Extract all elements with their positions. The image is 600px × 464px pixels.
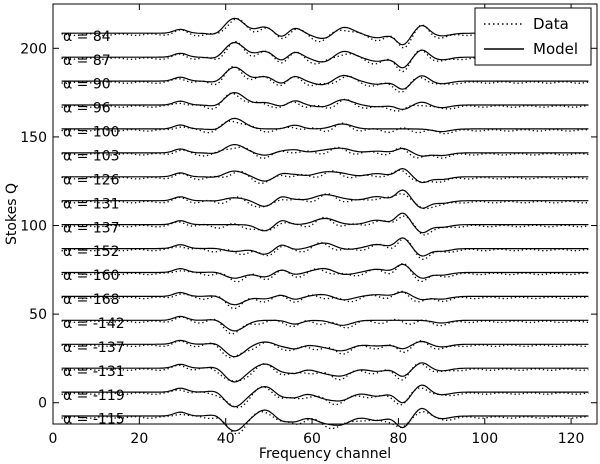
alpha-label: α = 103 bbox=[63, 149, 120, 165]
alpha-label: α = 96 bbox=[63, 101, 111, 117]
data-trace bbox=[61, 290, 589, 310]
y-tick-label: 50 bbox=[29, 307, 47, 323]
model-trace bbox=[61, 212, 589, 234]
legend-box bbox=[474, 7, 592, 66]
traces-layer bbox=[61, 17, 589, 435]
x-tick-label: 0 bbox=[49, 431, 58, 447]
model-trace bbox=[61, 117, 589, 133]
model-trace bbox=[61, 91, 589, 111]
alpha-label: α = 87 bbox=[63, 53, 111, 69]
model-trace bbox=[61, 237, 589, 257]
model-trace bbox=[61, 66, 589, 90]
model-trace bbox=[61, 315, 589, 332]
data-trace bbox=[61, 316, 589, 335]
alpha-label: α = 168 bbox=[63, 292, 120, 308]
data-trace bbox=[61, 92, 589, 112]
y-tick-label: 100 bbox=[20, 219, 47, 235]
data-trace bbox=[61, 340, 589, 359]
plot-frame bbox=[52, 3, 598, 425]
y-axis-label: Stokes Q bbox=[4, 183, 20, 245]
model-trace bbox=[61, 362, 589, 383]
alpha-label: α = 160 bbox=[63, 268, 120, 284]
alpha-label: α = 126 bbox=[63, 172, 120, 188]
model-trace bbox=[61, 263, 589, 279]
alpha-label: α = -137 bbox=[63, 340, 125, 356]
alpha-label: α = 137 bbox=[63, 220, 120, 236]
alpha-label: α = -119 bbox=[63, 388, 125, 404]
data-trace bbox=[61, 386, 589, 409]
alpha-label: α = 100 bbox=[63, 125, 120, 141]
y-tick-label: 200 bbox=[20, 41, 47, 57]
data-trace bbox=[61, 120, 589, 135]
model-trace bbox=[61, 143, 589, 157]
model-trace bbox=[61, 189, 589, 209]
alpha-label: α = 90 bbox=[63, 77, 111, 93]
x-axis-ticks: 0 20 40 60 80 100 120 bbox=[49, 4, 585, 447]
legend: Data Model bbox=[474, 7, 592, 66]
alpha-label: α = 84 bbox=[63, 29, 111, 45]
y-axis-ticks: 0 50 100 150 200 bbox=[20, 41, 597, 412]
model-trace bbox=[61, 339, 589, 358]
legend-data-label: Data bbox=[533, 15, 569, 33]
alpha-label: α = -142 bbox=[63, 316, 125, 332]
model-trace bbox=[61, 291, 589, 306]
x-tick-label: 60 bbox=[303, 431, 321, 447]
x-tick-label: 80 bbox=[389, 431, 407, 447]
data-trace bbox=[61, 215, 589, 236]
data-trace bbox=[61, 65, 589, 93]
legend-model-label: Model bbox=[533, 40, 578, 58]
model-trace bbox=[61, 407, 589, 432]
alpha-label: α = -131 bbox=[63, 364, 125, 380]
alpha-label: α = -115 bbox=[63, 412, 125, 428]
model-trace bbox=[61, 167, 589, 184]
x-tick-label: 120 bbox=[558, 431, 585, 447]
alpha-labels-layer: α = 84 α = 87 α = 90 α = 96 α = 100 α = 103 α … bbox=[63, 29, 125, 428]
x-tick-label: 20 bbox=[130, 431, 148, 447]
model-trace bbox=[61, 384, 589, 408]
x-axis-label: Frequency channel bbox=[259, 446, 391, 462]
alpha-label: α = 131 bbox=[63, 196, 120, 212]
data-trace bbox=[61, 362, 589, 382]
alpha-label: α = 152 bbox=[63, 244, 120, 260]
y-tick-label: 0 bbox=[38, 396, 47, 412]
data-trace bbox=[61, 169, 589, 185]
x-tick-label: 100 bbox=[471, 431, 498, 447]
y-tick-label: 150 bbox=[20, 130, 47, 146]
x-tick-label: 40 bbox=[217, 431, 235, 447]
